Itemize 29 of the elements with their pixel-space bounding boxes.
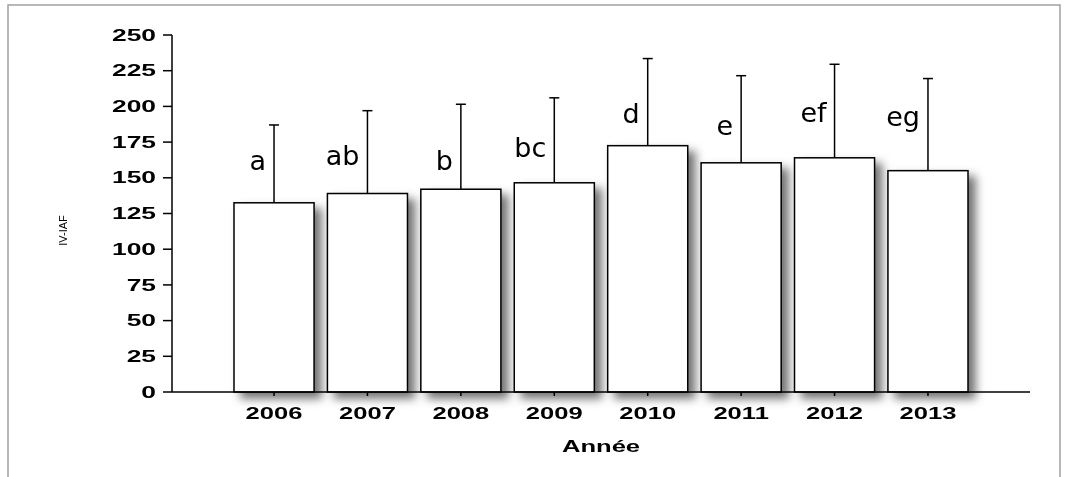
- x-tick-label: 2006: [245, 404, 303, 424]
- y-tick-label: 25: [126, 346, 156, 366]
- annotation: ef: [800, 97, 829, 129]
- y-tick-label: 50: [126, 311, 156, 330]
- x-tick-label: 2007: [339, 404, 396, 424]
- y-tick-label: 250: [111, 25, 156, 45]
- annotation: e: [716, 109, 734, 141]
- x-tick-label: 2009: [525, 404, 583, 424]
- x-tick-label: 2011: [713, 404, 769, 424]
- annotation: d: [622, 97, 640, 129]
- annotation: b: [435, 144, 453, 176]
- y-tick-label: 0: [141, 382, 156, 402]
- y-tick-label: 75: [126, 275, 156, 295]
- annotation: eg: [886, 101, 920, 133]
- y-tick-label: 150: [111, 168, 156, 188]
- x-tick-label: 2012: [806, 404, 864, 424]
- y-axis-title: IV-IAF: [57, 214, 69, 246]
- y-tick-label: 100: [111, 239, 156, 259]
- annotation: a: [249, 144, 267, 176]
- y-tick-label: 225: [111, 61, 156, 81]
- y-tick-label: 200: [111, 97, 156, 116]
- x-tick-label: 2010: [619, 404, 677, 424]
- y-tick-label: 125: [111, 204, 156, 223]
- x-tick-label: 2008: [432, 404, 490, 424]
- annotation: ab: [325, 139, 360, 171]
- annotation: bc: [514, 132, 547, 164]
- y-tick-label: 175: [111, 132, 156, 152]
- x-axis-title: Année: [561, 438, 641, 456]
- x-tick-label: 2013: [899, 404, 957, 424]
